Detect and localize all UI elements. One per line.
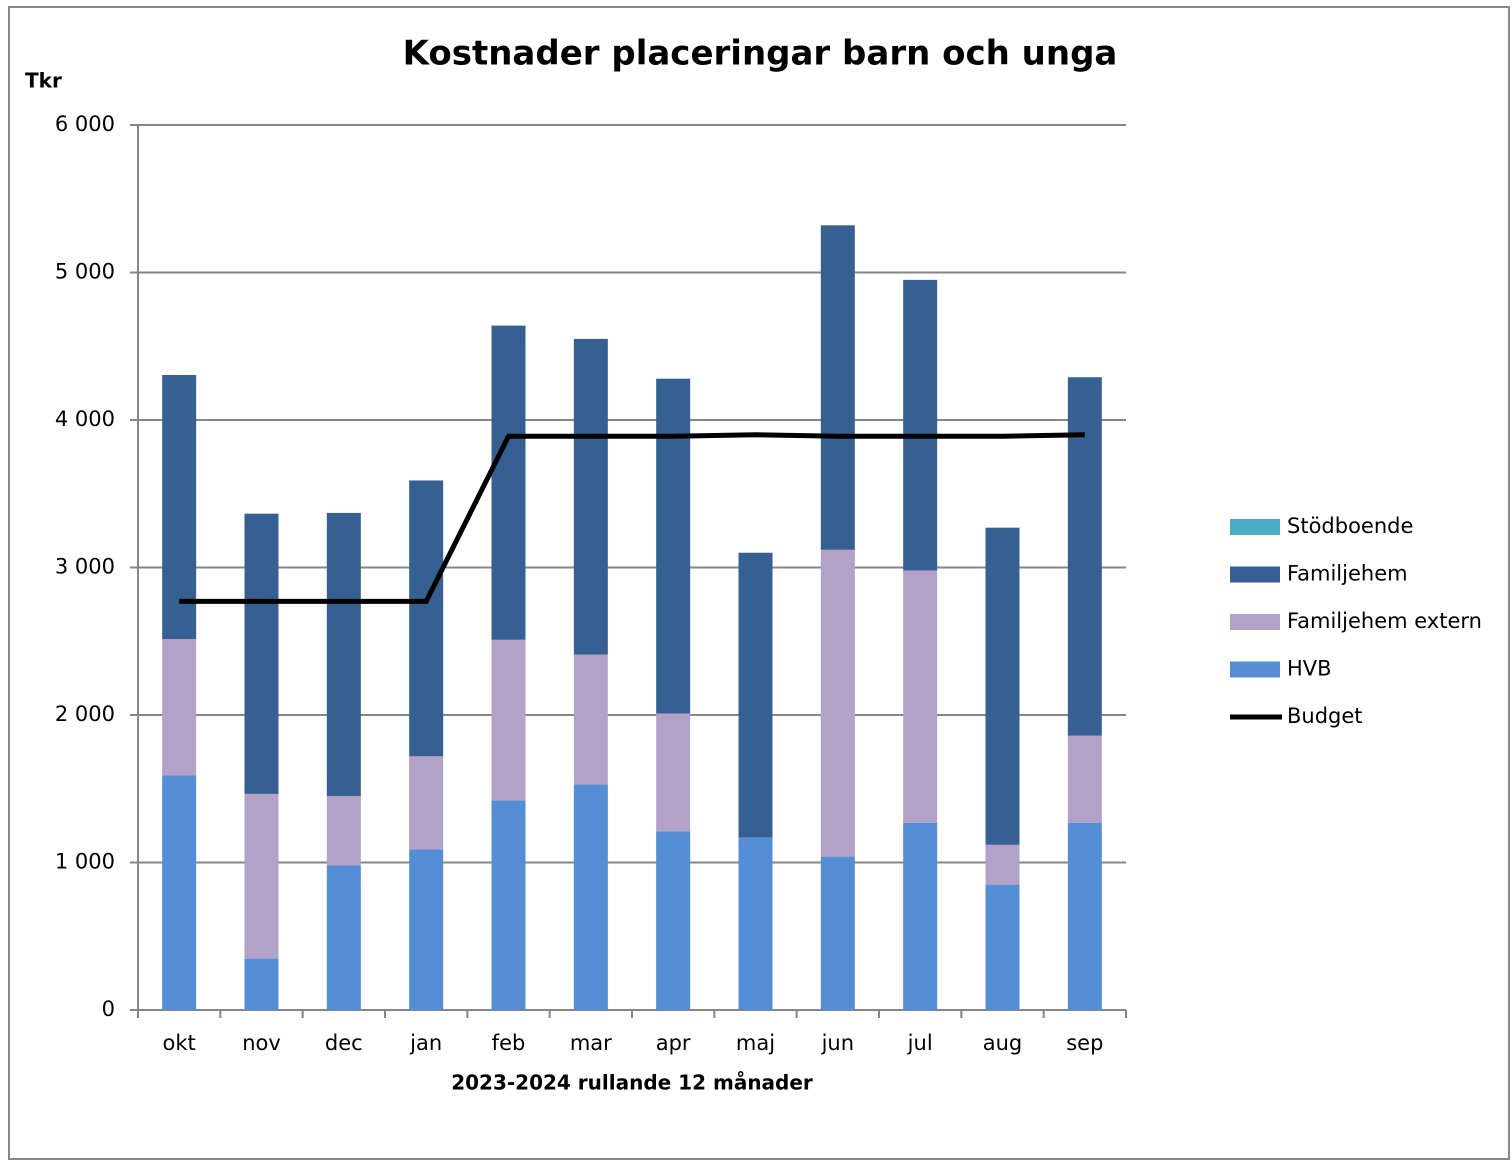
bar-segment [903, 822, 938, 1010]
x-tick-label: aug [983, 1031, 1023, 1055]
bar-segment [1067, 822, 1102, 1010]
bar-segment [573, 784, 608, 1010]
x-tick-label: mar [570, 1031, 612, 1055]
bar-segment [326, 865, 361, 1010]
chart-title: Kostnader placeringar barn och unga [403, 34, 1118, 74]
y-tick-label: 0 [102, 997, 115, 1021]
y-tick-label: 1 000 [55, 850, 115, 874]
y-tick-label: 6 000 [55, 112, 115, 136]
bar-segment [573, 338, 608, 655]
x-tick-label: sep [1066, 1031, 1103, 1055]
legend-label: Stödboende [1287, 514, 1413, 538]
legend-label: Budget [1287, 704, 1363, 728]
bar-segment [985, 527, 1020, 845]
bar-segment [820, 856, 855, 1010]
x-tick-label: dec [325, 1031, 363, 1055]
bar-segment [738, 837, 773, 1010]
legend-label: Familjehem extern [1287, 609, 1482, 633]
bar-segment [326, 796, 361, 866]
bar-segment [244, 958, 279, 1010]
x-tick-label: maj [736, 1031, 775, 1055]
y-tick-label: 2 000 [55, 702, 115, 726]
bar-segment [656, 713, 691, 832]
bar-segment [409, 849, 444, 1010]
x-tick-label: jul [907, 1031, 933, 1055]
bar-segment [985, 844, 1020, 885]
bar-segment [656, 831, 691, 1010]
bar-segment [1067, 735, 1102, 823]
budget-line [179, 432, 1085, 604]
bar-segment [162, 639, 197, 776]
bar-segment [820, 549, 855, 857]
x-tick-label: nov [242, 1031, 281, 1055]
bar-segment [903, 570, 938, 823]
bar-segment [738, 552, 773, 838]
legend-label: HVB [1287, 657, 1332, 681]
legend-swatch [1230, 519, 1280, 535]
bar-segment [491, 325, 526, 640]
bar-segment [162, 775, 197, 1010]
legend-label: Familjehem [1287, 562, 1408, 586]
x-tick-label: jun [821, 1031, 854, 1055]
y-tick-label: 5 000 [55, 260, 115, 284]
y-axis-label: Tkr [25, 69, 62, 93]
bar-segment [244, 793, 279, 959]
bar-segment [491, 639, 526, 801]
bar-segment [573, 654, 608, 785]
legend-swatch [1230, 661, 1280, 678]
bar-segment [162, 375, 197, 640]
bar-segment [244, 513, 279, 794]
bar-segment [1067, 377, 1102, 736]
x-tick-label: okt [163, 1031, 196, 1055]
x-axis-label: 2023-2024 rullande 12 månader [451, 1071, 813, 1095]
x-tick-label: feb [492, 1031, 526, 1055]
x-tick-label: jan [409, 1031, 442, 1055]
y-tick-label: 4 000 [55, 407, 115, 431]
legend-swatch [1230, 614, 1280, 630]
bar-segment [409, 756, 444, 850]
bar-segment [985, 884, 1020, 1010]
x-tick-label: apr [656, 1031, 691, 1055]
legend-swatch [1230, 566, 1280, 583]
bar-segment [491, 800, 526, 1010]
bar-segment [903, 279, 938, 571]
bar-segment [656, 378, 691, 714]
bar-segment [409, 480, 444, 757]
bar-segment [326, 512, 361, 797]
bar-segment [820, 225, 855, 550]
y-tick-label: 3 000 [55, 555, 115, 579]
